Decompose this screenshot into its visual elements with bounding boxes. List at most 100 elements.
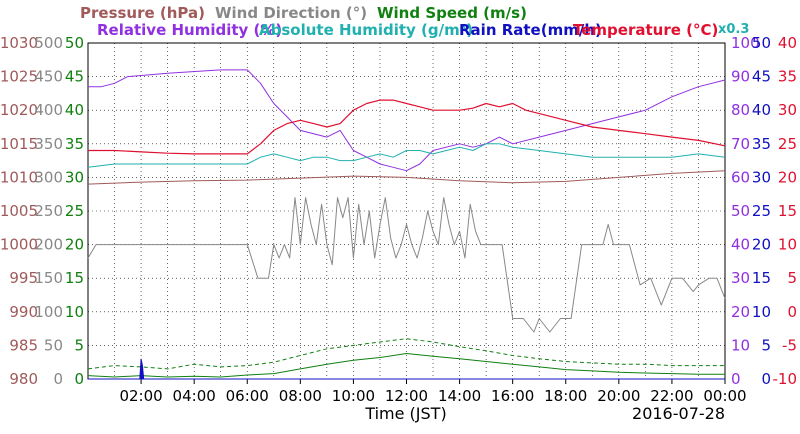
y-tick-label-temp: 10	[778, 236, 797, 254]
x-tick-label: 20:00	[597, 387, 640, 405]
y-tick-label-rh: 90	[731, 68, 750, 86]
y-tick-label-temp: 0	[787, 303, 797, 321]
legend-temperature: Temperature (°C)	[573, 21, 718, 39]
y-tick-label-temp: 40	[778, 34, 797, 52]
y-tick-label-pressure: 985	[9, 336, 38, 354]
y-tick-label-rh: 70	[731, 135, 750, 153]
y-tick-label-wind-dir: 400	[34, 101, 63, 119]
y-tick-label-wind-speed: 50	[65, 34, 84, 52]
x-tick-label: 04:00	[173, 387, 216, 405]
y-tick-label-rh: 80	[731, 101, 750, 119]
y-tick-label-temp: -10	[773, 370, 798, 388]
y-tick-label-wind-dir: 0	[53, 370, 63, 388]
y-tick-label-pressure: 990	[9, 303, 38, 321]
x-tick-label: 16:00	[491, 387, 534, 405]
y-tick-label-rain: 0	[761, 370, 771, 388]
y-tick-label-wind-speed: 10	[65, 303, 84, 321]
y-tick-label-temp: 25	[778, 135, 797, 153]
x-tick-label: 22:00	[650, 387, 693, 405]
y-tick-label-wind-speed: 40	[65, 101, 84, 119]
y-tick-label-wind-speed: 0	[74, 370, 84, 388]
y-tick-label-rh: 50	[731, 202, 750, 220]
x-tick-label: 14:00	[438, 387, 481, 405]
y-tick-label-rh: 100	[731, 34, 760, 52]
y-tick-label-temp: 5	[787, 269, 797, 287]
y-tick-label-rh: 30	[731, 269, 750, 287]
legend-absolute-humidity: Absolute Humidity (g/m³)	[259, 21, 473, 39]
series-pressure	[87, 170, 726, 185]
series-ah	[87, 143, 726, 168]
y-tick-label-rh: 40	[731, 236, 750, 254]
y-tick-label-rh: 10	[731, 336, 750, 354]
x-tick-label: 00:00	[703, 387, 746, 405]
y-tick-label-rain: 35	[752, 135, 771, 153]
y-tick-label-rain: 40	[752, 101, 771, 119]
y-tick-label-rh: 60	[731, 168, 750, 186]
series-wind-gust	[87, 338, 725, 370]
y-tick-label-wind-speed: 20	[65, 236, 84, 254]
y-tick-label-rh: 20	[731, 303, 750, 321]
y-tick-label-wind-speed: 45	[65, 68, 84, 86]
grid-lines	[88, 43, 725, 379]
y-tick-label-pressure: 1000	[0, 236, 38, 254]
y-tick-label-temp: 30	[778, 101, 797, 119]
date-label: 2016-07-28	[632, 404, 725, 423]
y-tick-label-rain: 15	[752, 269, 771, 287]
y-tick-label-rh: 0	[731, 370, 741, 388]
y-tick-label-wind-dir: 350	[34, 135, 63, 153]
y-tick-label-temp: 15	[778, 202, 797, 220]
series-temp	[88, 99, 726, 155]
series-rh	[88, 69, 726, 172]
y-tick-label-rain: 5	[761, 336, 771, 354]
legend-pressure: Pressure (hPa)	[80, 4, 205, 22]
y-tick-label-wind-dir: 250	[34, 202, 63, 220]
series-wind-dir	[87, 197, 726, 333]
y-tick-label-pressure: 1010	[0, 168, 38, 186]
y-tick-label-pressure: 1030	[0, 34, 38, 52]
y-tick-label-pressure: 1015	[0, 135, 38, 153]
y-tick-label-pressure: 1005	[0, 202, 38, 220]
x-tick-label: 06:00	[226, 387, 269, 405]
y-tick-label-wind-speed: 30	[65, 168, 84, 186]
y-tick-label-rain: 10	[752, 303, 771, 321]
y-tick-label-rain: 30	[752, 168, 771, 186]
y-tick-label-pressure: 995	[9, 269, 38, 287]
legend-wind-direction: Wind Direction (°)	[215, 4, 367, 22]
y-tick-label-wind-dir: 200	[34, 236, 63, 254]
y-tick-label-wind-dir: 150	[34, 269, 63, 287]
y-tick-label-temp: 20	[778, 168, 797, 186]
y-tick-label-wind-speed: 25	[65, 202, 84, 220]
y-tick-label-wind-dir: 450	[34, 68, 63, 86]
y-tick-label-temp: 35	[778, 68, 797, 86]
axis-labels: 02:00 04:00 06:00 08:00 10:00 12:00 14:00 16:00…	[0, 34, 797, 405]
legend-ah-scale-note: x0.3	[718, 22, 749, 37]
legend-relative-humidity: Relative Humidity (%)	[97, 21, 282, 39]
x-axis-title: Time (JST)	[364, 404, 446, 423]
series-lines	[87, 69, 726, 380]
x-tick-label: 08:00	[279, 387, 322, 405]
y-tick-label-wind-dir: 300	[34, 168, 63, 186]
y-tick-label-wind-speed: 15	[65, 269, 84, 287]
y-tick-label-wind-speed: 5	[74, 336, 84, 354]
x-tick-label: 12:00	[385, 387, 428, 405]
y-tick-label-temp: -5	[782, 336, 797, 354]
y-tick-label-wind-dir: 100	[34, 303, 63, 321]
series-rain-rate	[88, 358, 725, 380]
y-tick-label-rain: 50	[752, 34, 771, 52]
y-tick-label-wind-dir: 500	[34, 34, 63, 52]
x-tick-label: 10:00	[332, 387, 375, 405]
y-tick-label-pressure: 980	[9, 370, 38, 388]
legend-wind-speed: Wind Speed (m/s)	[377, 4, 527, 22]
y-tick-label-rain: 20	[752, 236, 771, 254]
y-tick-label-wind-speed: 35	[65, 135, 84, 153]
x-tick-label: 02:00	[119, 387, 162, 405]
y-tick-label-rain: 25	[752, 202, 771, 220]
x-tick-label: 18:00	[544, 387, 587, 405]
legend-rain-rate: Rain Rate(mm/h)	[459, 21, 602, 39]
y-tick-label-rain: 45	[752, 68, 771, 86]
y-tick-label-pressure: 1020	[0, 101, 38, 119]
series-wind-speed	[87, 353, 725, 378]
y-tick-label-pressure: 1025	[0, 68, 38, 86]
